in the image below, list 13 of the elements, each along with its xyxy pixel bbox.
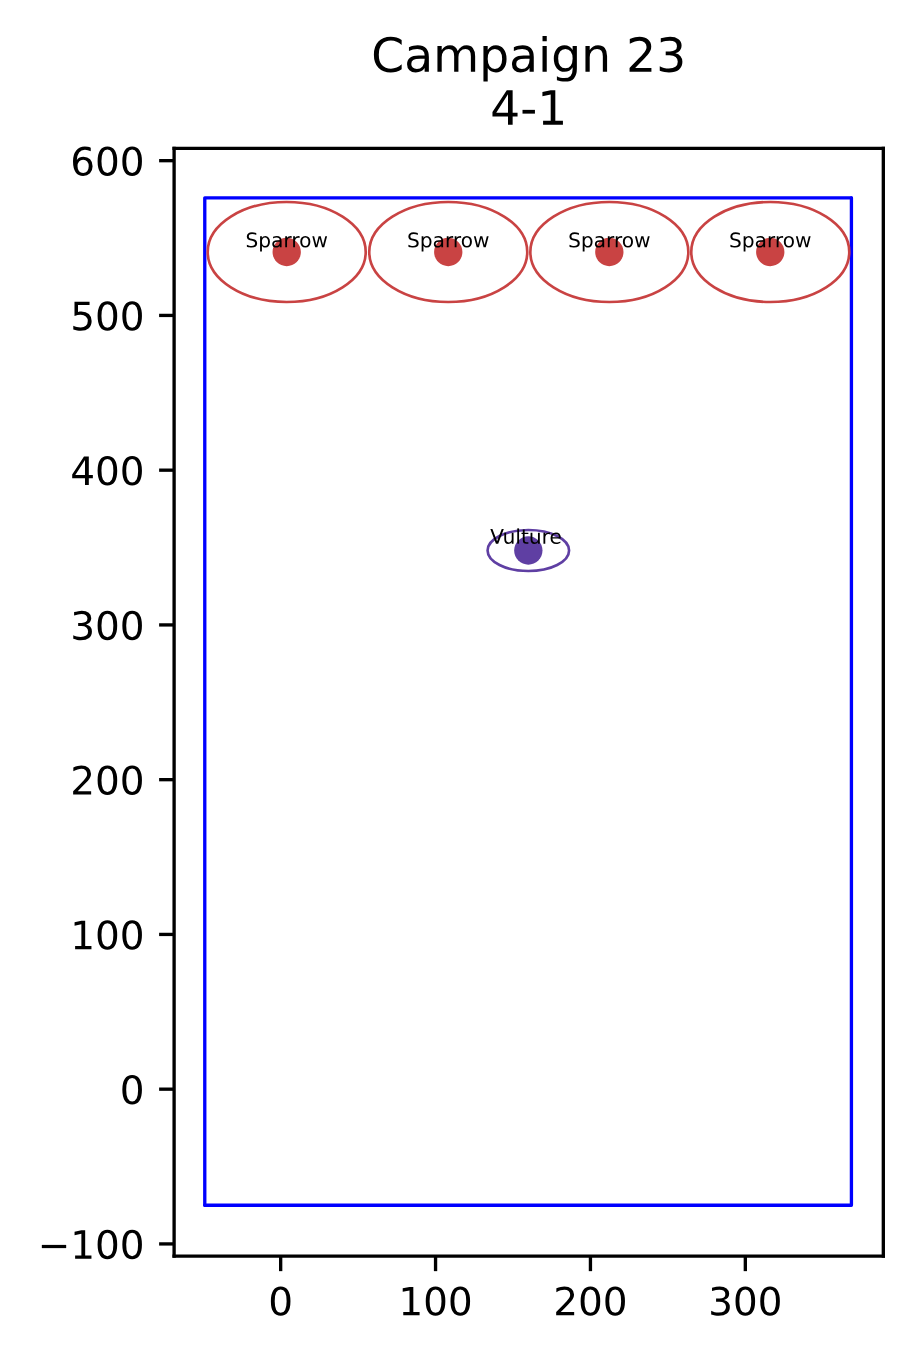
y-tick-label: 300 [73, 610, 142, 641]
x-tick-label: 100 [402, 1286, 471, 1316]
chart-title: Campaign 23 4-1 [373, 35, 683, 125]
x-tick-label: 0 [270, 1286, 291, 1316]
y-tick-label: 200 [73, 765, 142, 795]
y-tick-label: 600 [73, 146, 142, 176]
y-tick-label: 400 [72, 456, 142, 486]
x-tick-label: 200 [556, 1286, 625, 1316]
y-tick-label: 500 [73, 301, 142, 331]
x-tick-label: 300 [711, 1286, 780, 1316]
y-tick-label: −100 [41, 1229, 142, 1260]
y-tick-label: 100 [74, 920, 142, 950]
y-tick-label: 0 [122, 1075, 142, 1105]
